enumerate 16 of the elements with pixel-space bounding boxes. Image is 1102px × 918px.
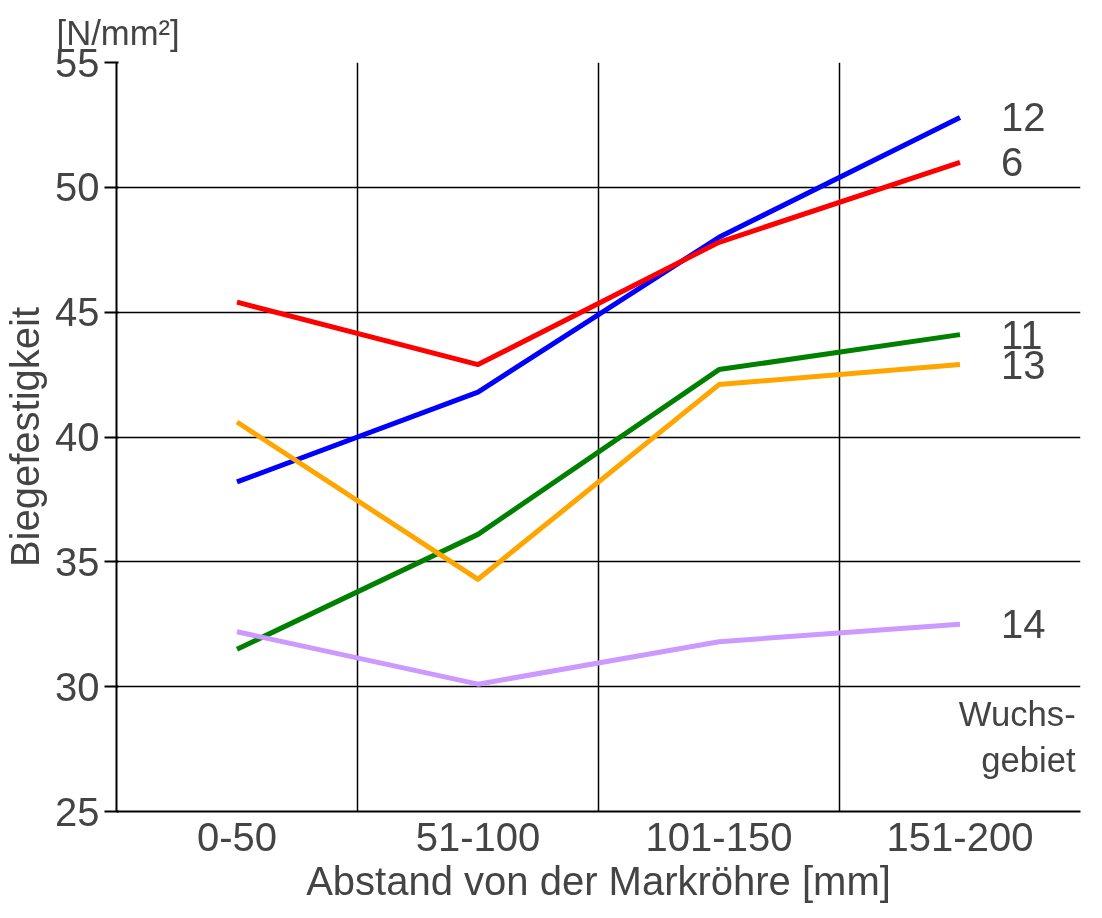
- x-tick-label: 51-100: [415, 814, 541, 859]
- x-tick-label: 101-150: [645, 814, 793, 859]
- y-tick-label: 45: [55, 290, 100, 335]
- x-tick-label: 151-200: [886, 814, 1034, 859]
- series-label: 14: [1000, 602, 1046, 647]
- y-axis-title: Biegefestigkeit: [3, 306, 48, 568]
- y-tick-label: 50: [55, 165, 100, 210]
- y-tick-label: 40: [55, 415, 100, 459]
- x-tick-label: 0-50: [196, 814, 278, 859]
- y-tick-label: 35: [55, 539, 100, 584]
- series-label: 12: [1000, 95, 1046, 140]
- y-tick-label: 30: [55, 664, 100, 709]
- y-tick-label: 25: [55, 789, 100, 834]
- series-label: 6: [1000, 140, 1024, 185]
- x-axis-title: Abstand von der Markröhre [mm]: [306, 858, 891, 903]
- annotation: Wuchs- gebiet: [958, 695, 1077, 780]
